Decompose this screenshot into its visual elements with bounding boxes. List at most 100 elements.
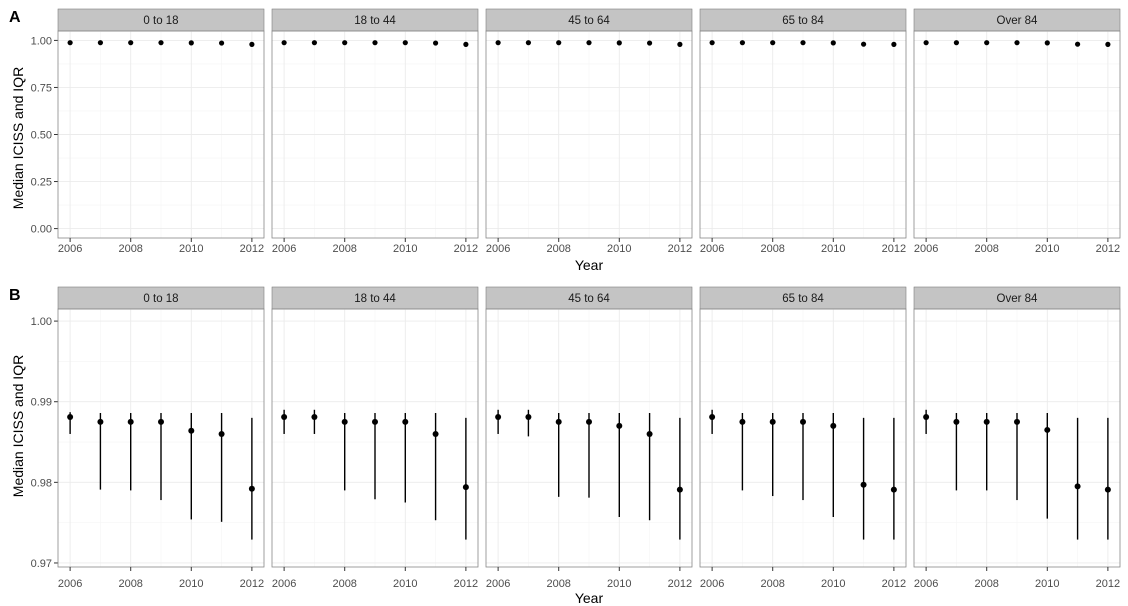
facet-panel-b-4: 65 to 84 2006 2008 2010 2012	[699, 286, 907, 590]
x-tick-label-b-3-3: 2012	[668, 578, 692, 590]
median-point-b-5-2011	[1074, 483, 1081, 490]
median-point-a-1-2010	[188, 40, 194, 46]
x-tick-label-b-2-0: 2006	[272, 578, 296, 590]
median-point-b-3-2010	[616, 422, 623, 429]
median-point-a-4-2009	[800, 40, 806, 46]
facet-label-b-2: 18 to 44	[354, 293, 396, 305]
median-point-a-1-2006	[67, 40, 73, 46]
median-point-b-2-2007	[311, 414, 318, 421]
median-point-a-1-2012	[249, 41, 255, 47]
panel-border	[485, 30, 693, 239]
median-point-a-4-2007	[739, 40, 746, 46]
y-tick-label-b-1: 0.98	[31, 477, 52, 489]
median-point-b-2-2012	[462, 484, 469, 491]
x-tick-label-b-2-2: 2010	[393, 578, 417, 590]
median-point-a-5-2011	[1074, 41, 1081, 47]
x-tick-label-b-4-0: 2006	[700, 578, 724, 590]
facet-panel-b-5: Over 84 2006 2008 2010 2012	[913, 286, 1121, 590]
facet-panel-a-5: Over 84 2006 2008 2010 2012	[913, 8, 1121, 255]
facet-label-a-5: Over 84	[997, 15, 1039, 27]
facet-label-b-3: 45 to 64	[568, 293, 610, 305]
facet-panel-a-3: 45 to 64 2006 2008 2010 2012	[485, 8, 693, 255]
median-point-b-4-2011	[860, 481, 867, 488]
median-point-a-1-2008	[128, 40, 134, 46]
x-tick-label-a-4-2: 2010	[821, 243, 845, 255]
x-tick-label-a-3-1: 2008	[546, 243, 570, 255]
median-point-a-2-2007	[311, 40, 318, 46]
median-point-b-2-2009	[372, 418, 378, 425]
median-point-a-2-2009	[372, 40, 378, 46]
x-tick-label-a-1-3: 2012	[240, 243, 264, 255]
x-tick-label-a-1-0: 2006	[58, 243, 82, 255]
median-point-a-4-2008	[770, 40, 776, 46]
panel-border	[699, 30, 907, 239]
facet-panel-a-4: 65 to 84 2006 2008 2010 2012	[699, 8, 907, 255]
median-point-b-4-2008	[769, 418, 776, 425]
x-tick-label-a-3-2: 2010	[607, 243, 631, 255]
x-tick-label-a-2-0: 2006	[272, 243, 296, 255]
panel-border	[913, 30, 1121, 239]
y-tick-label-a-0: 0.00	[31, 224, 52, 236]
x-tick-label-b-1-3: 2012	[240, 578, 264, 590]
median-point-b-5-2007	[953, 418, 960, 425]
x-tick-label-b-2-3: 2012	[454, 578, 478, 590]
median-point-b-4-2010	[830, 422, 837, 429]
panel-border	[271, 30, 479, 239]
y-tick-label-a-4: 1.00	[31, 35, 52, 47]
median-point-a-5-2006	[923, 40, 929, 46]
median-point-a-2-2006	[281, 40, 287, 46]
median-point-a-2-2011	[432, 40, 439, 46]
x-tick-label-b-4-2: 2010	[821, 578, 845, 590]
x-tick-label-b-3-2: 2010	[607, 578, 631, 590]
x-tick-label-a-5-2: 2010	[1035, 243, 1059, 255]
x-tick-label-a-5-1: 2008	[974, 243, 998, 255]
median-point-b-3-2009	[586, 418, 592, 425]
y-tick-label-a-1: 0.25	[31, 177, 52, 189]
x-tick-label-b-3-0: 2006	[486, 578, 510, 590]
median-point-b-3-2008	[555, 418, 562, 425]
median-point-a-3-2012	[677, 41, 683, 47]
median-point-a-4-2011	[860, 41, 867, 47]
median-point-a-3-2009	[586, 40, 592, 46]
median-point-a-3-2010	[616, 40, 622, 46]
median-point-a-2-2010	[402, 40, 408, 46]
median-point-a-3-2011	[646, 40, 653, 46]
x-tick-label-b-5-2: 2010	[1035, 578, 1059, 590]
median-point-a-5-2007	[953, 40, 960, 46]
facet-label-b-4: 65 to 84	[782, 293, 824, 305]
y-axis-title-a: Median ICISS and IQR	[10, 67, 26, 209]
median-point-a-1-2011	[218, 40, 225, 46]
x-tick-label-a-2-3: 2012	[454, 243, 478, 255]
x-tick-label-a-4-3: 2012	[882, 243, 906, 255]
panel-border	[271, 308, 479, 568]
panel-border	[57, 30, 265, 239]
median-point-b-1-2011	[218, 430, 225, 437]
x-tick-label-b-3-1: 2008	[546, 578, 570, 590]
facet-panels: 0.00 0.25 0.50 0.75 1.00 0 to 18 2006 2008 2010 2…	[31, 8, 1121, 590]
median-point-b-1-2006	[67, 414, 74, 421]
x-tick-label-a-1-2: 2010	[179, 243, 203, 255]
median-point-b-5-2006	[923, 414, 930, 421]
x-tick-label-b-1-2: 2010	[179, 578, 203, 590]
x-tick-label-a-5-3: 2012	[1096, 243, 1120, 255]
y-tick-label-a-2: 0.50	[31, 130, 52, 142]
x-tick-label-b-5-3: 2012	[1096, 578, 1120, 590]
median-point-b-1-2009	[158, 418, 164, 425]
median-point-b-1-2008	[127, 418, 134, 425]
y-tick-label-b-2: 0.99	[31, 397, 52, 409]
median-point-a-4-2012	[891, 41, 897, 47]
panel-border	[913, 308, 1121, 568]
median-point-a-4-2010	[830, 40, 836, 46]
x-tick-label-a-3-3: 2012	[668, 243, 692, 255]
median-point-b-2-2010	[402, 418, 409, 425]
x-tick-label-a-2-1: 2008	[332, 243, 356, 255]
median-point-a-4-2006	[709, 40, 715, 46]
facet-label-a-2: 18 to 44	[354, 15, 396, 27]
median-point-b-3-2011	[646, 430, 653, 437]
y-tick-label-b-0: 0.97	[31, 558, 52, 570]
x-tick-label-b-4-3: 2012	[882, 578, 906, 590]
median-point-b-5-2012	[1104, 486, 1111, 493]
median-point-a-3-2008	[556, 40, 562, 46]
facet-label-b-1: 0 to 18	[143, 293, 178, 305]
median-point-b-4-2006	[709, 414, 716, 421]
